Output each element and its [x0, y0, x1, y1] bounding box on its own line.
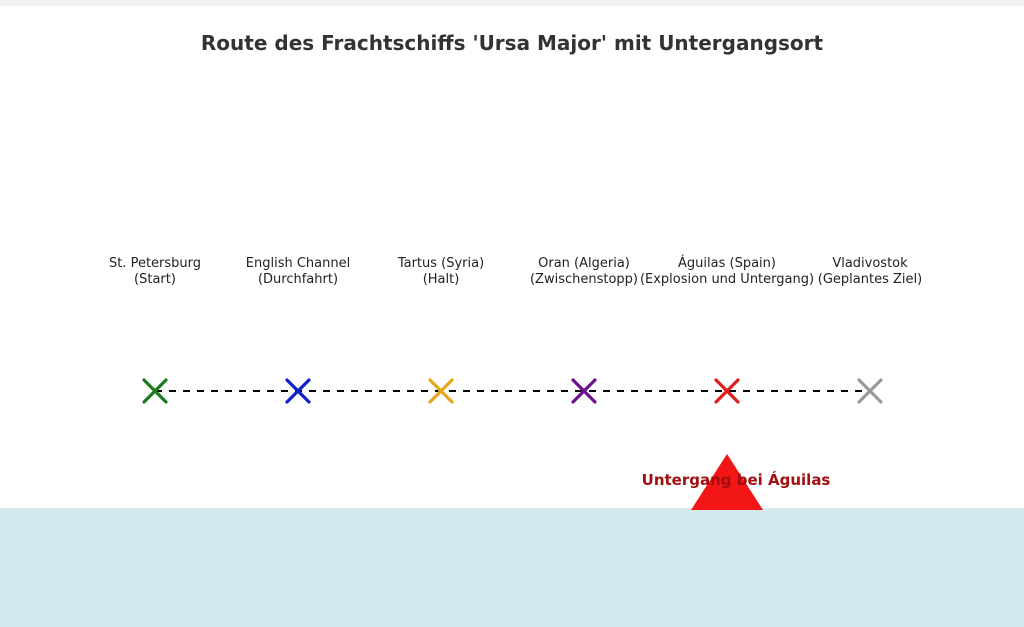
waypoint-subtitle: (Explosion und Untergang) — [640, 272, 814, 288]
waypoint-name: Vladivostok — [818, 256, 922, 272]
waypoint-label: English Channel(Durchfahrt) — [246, 256, 350, 289]
waypoint-subtitle: (Halt) — [398, 272, 484, 288]
waypoint-label: Tartus (Syria)(Halt) — [398, 256, 484, 289]
waypoint-label: Vladivostok(Geplantes Ziel) — [818, 256, 922, 289]
waypoint-name: Tartus (Syria) — [398, 256, 484, 272]
water-band — [0, 508, 1024, 627]
waypoint-subtitle: (Zwischenstopp) — [530, 272, 638, 288]
waypoint-subtitle: (Start) — [109, 272, 201, 288]
waypoint-label: Águilas (Spain)(Explosion und Untergang) — [640, 256, 814, 289]
waypoint-x-icon — [856, 377, 884, 405]
waypoint-name: St. Petersburg — [109, 256, 201, 272]
waypoint-x-icon — [427, 377, 455, 405]
waypoint-subtitle: (Durchfahrt) — [246, 272, 350, 288]
sinking-label: Untergang bei Águilas — [642, 471, 831, 489]
waypoint-x-icon — [570, 377, 598, 405]
waypoint-name: English Channel — [246, 256, 350, 272]
waypoint-name: Águilas (Spain) — [640, 256, 814, 272]
waypoint-x-icon — [284, 377, 312, 405]
waypoint-name: Oran (Algeria) — [530, 256, 638, 272]
diagram-stage: Untergang bei Águilas St. Petersburg(Sta… — [0, 0, 1024, 627]
waypoint-x-icon — [713, 377, 741, 405]
waypoint-subtitle: (Geplantes Ziel) — [818, 272, 922, 288]
waypoint-label: St. Petersburg(Start) — [109, 256, 201, 289]
route-dashed-line — [155, 390, 870, 392]
waypoint-label: Oran (Algeria)(Zwischenstopp) — [530, 256, 638, 289]
waypoint-x-icon — [141, 377, 169, 405]
